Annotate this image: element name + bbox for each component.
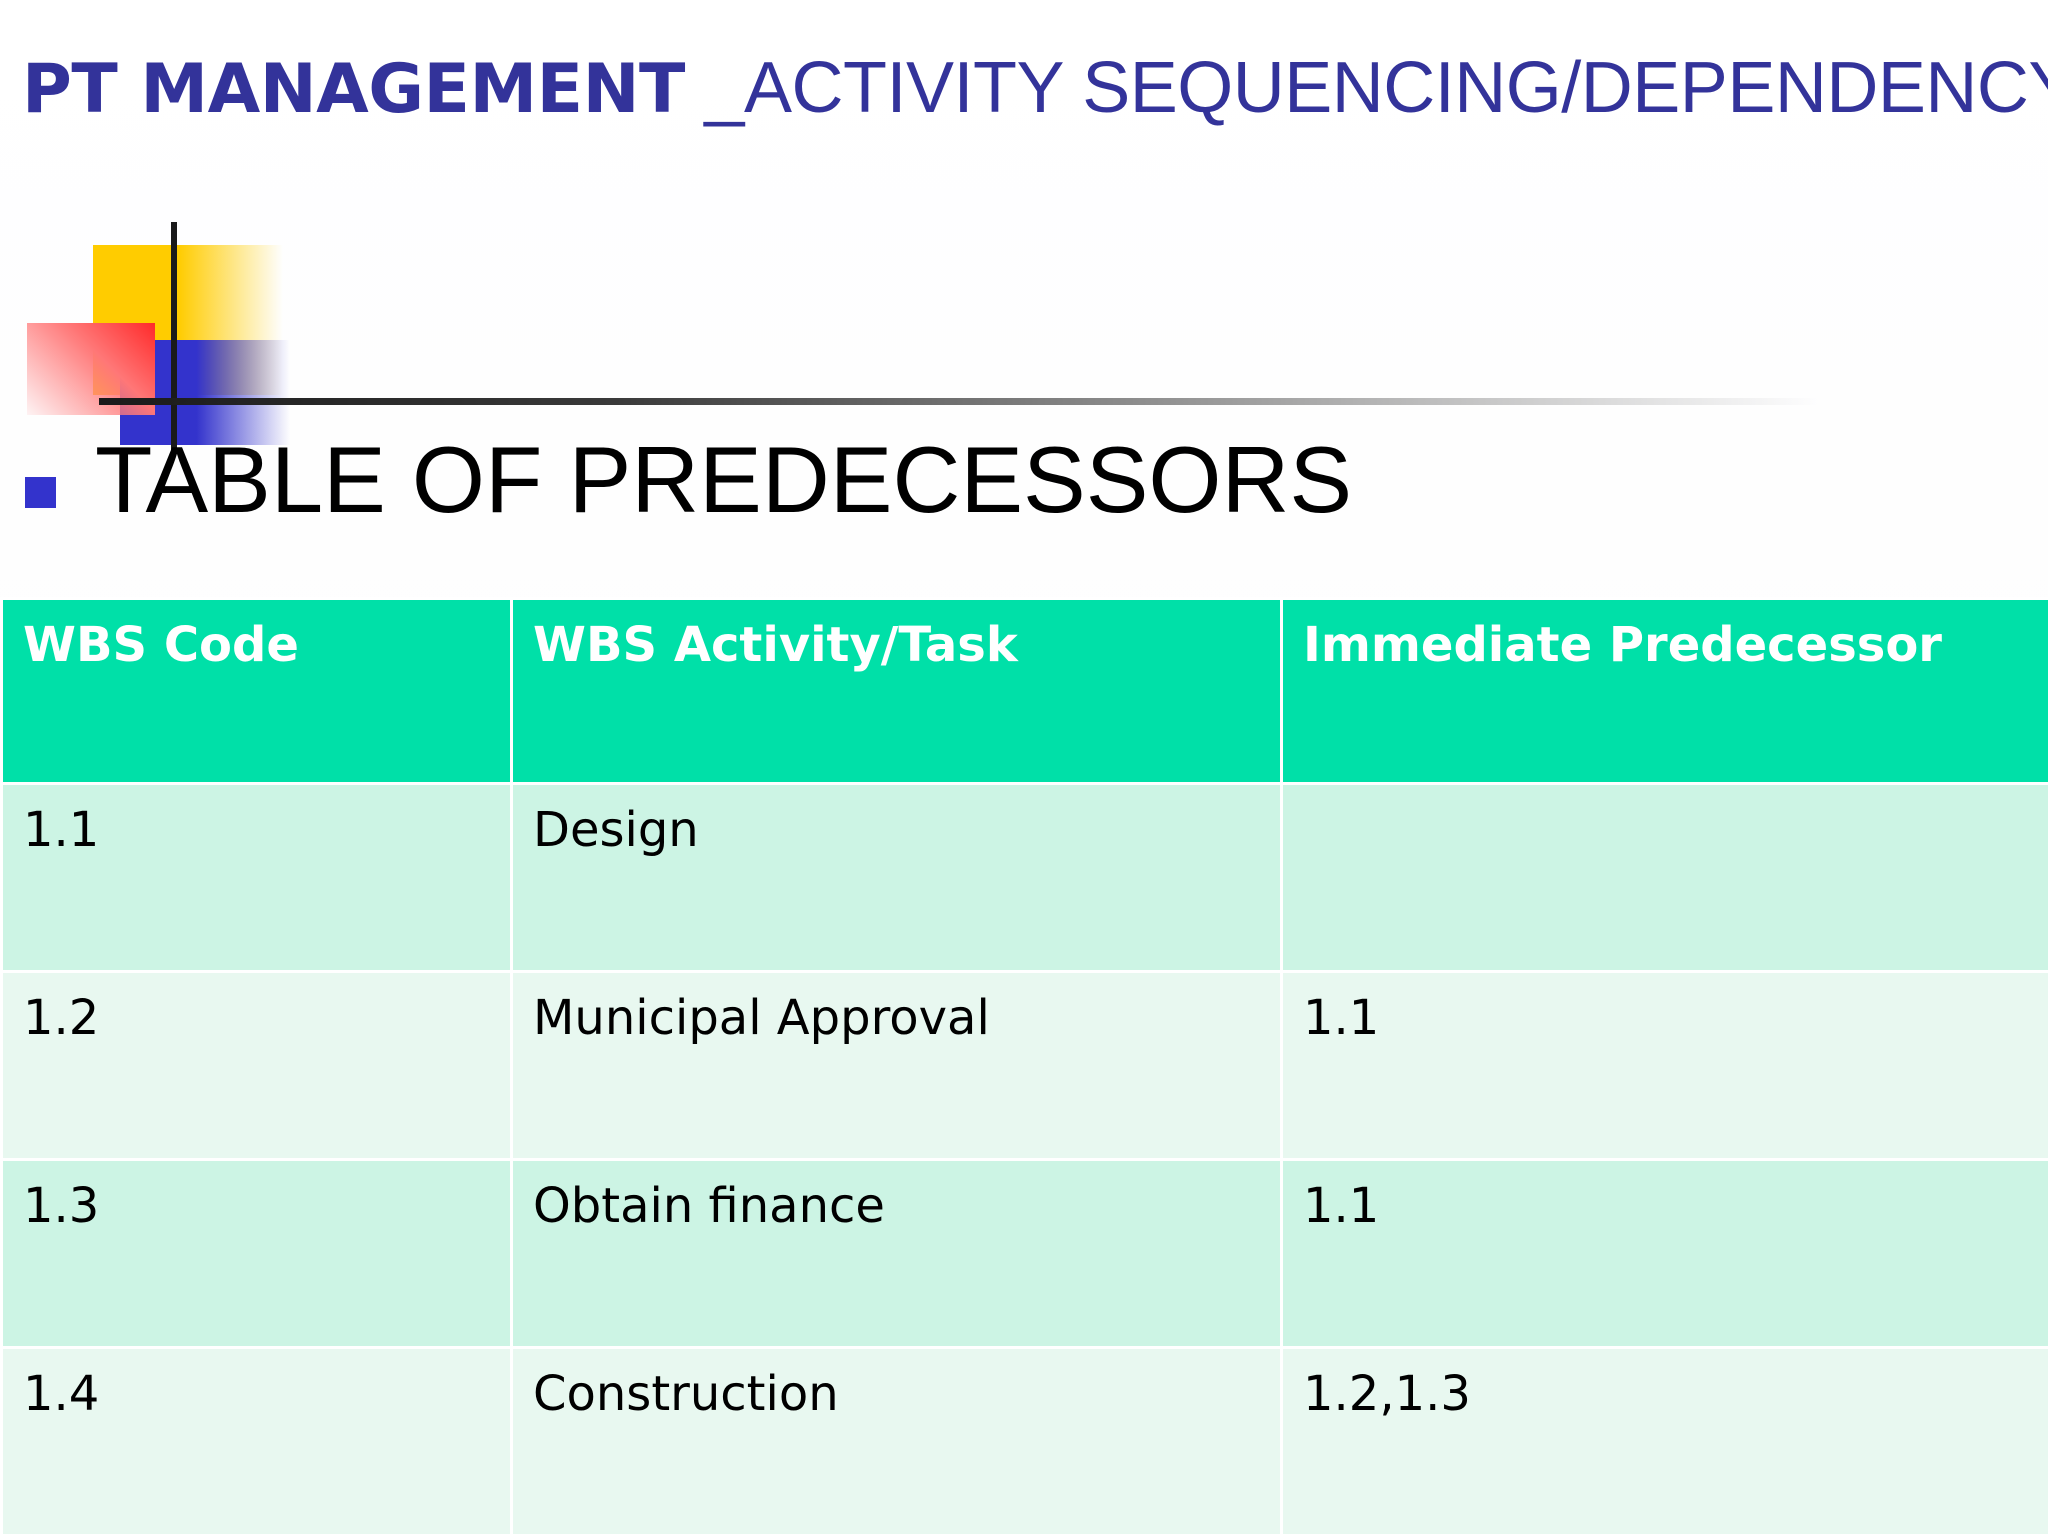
cell-wbs-code: 1.1	[2, 784, 512, 972]
cell-activity: Obtain finance	[512, 1160, 1282, 1348]
decorative-horizontal-line	[99, 398, 1819, 405]
predecessor-table: WBS Code WBS Activity/Task Immediate Pre…	[0, 597, 2048, 1537]
bullet-heading: TABLE OF PREDECESSORS	[95, 425, 1352, 535]
cell-activity: Design	[512, 784, 1282, 972]
table-row: 1.3 Obtain finance 1.1	[2, 1160, 2048, 1348]
table-header-row: WBS Code WBS Activity/Task Immediate Pre…	[2, 599, 2048, 784]
bullet-square-icon	[25, 477, 56, 508]
cell-wbs-code: 1.2	[2, 972, 512, 1160]
cell-predecessor	[1282, 784, 2048, 972]
cell-activity: Construction	[512, 1348, 1282, 1536]
cell-predecessor: 1.1	[1282, 972, 2048, 1160]
cell-activity: Municipal Approval	[512, 972, 1282, 1160]
table-row: 1.4 Construction 1.2,1.3	[2, 1348, 2048, 1536]
header-wbs-code: WBS Code	[2, 599, 512, 784]
slide-title: PT MANAGEMENT _ACTIVITY SEQUENCING/DEPEN…	[22, 48, 2048, 130]
cell-wbs-code: 1.4	[2, 1348, 512, 1536]
table-row: 1.1 Design	[2, 784, 2048, 972]
cell-wbs-code: 1.3	[2, 1160, 512, 1348]
table-row: 1.2 Municipal Approval 1.1	[2, 972, 2048, 1160]
header-wbs-activity: WBS Activity/Task	[512, 599, 1282, 784]
header-immediate-predecessor: Immediate Predecessor	[1282, 599, 2048, 784]
title-bold-part: PT MANAGEMENT	[22, 50, 685, 129]
title-rest-part: _ACTIVITY SEQUENCING/DEPENDENCY	[685, 48, 2048, 128]
decorative-vertical-line	[171, 222, 177, 450]
cell-predecessor: 1.2,1.3	[1282, 1348, 2048, 1536]
cell-predecessor: 1.1	[1282, 1160, 2048, 1348]
